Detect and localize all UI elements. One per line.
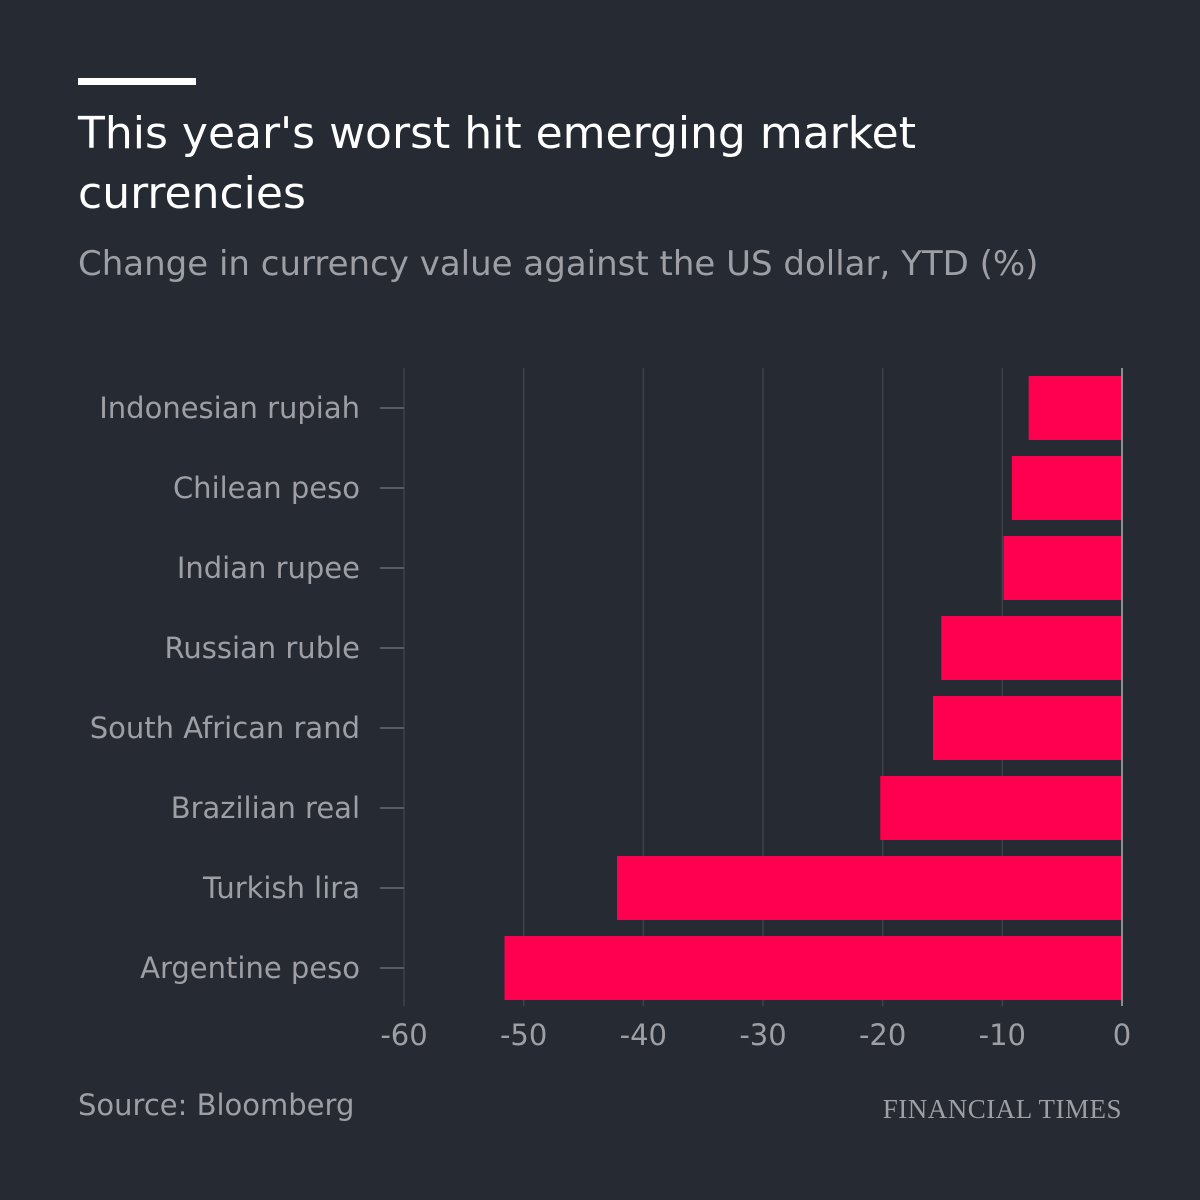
- x-tick-label: -60: [380, 1018, 427, 1052]
- bar-russian-ruble: [941, 616, 1122, 680]
- ft-logo: FINANCIAL TIMES: [882, 1094, 1122, 1124]
- bar-brazilian-real: [880, 776, 1122, 840]
- category-label: Indian rupee: [177, 551, 360, 585]
- category-label: South African rand: [90, 711, 360, 745]
- bar-indonesian-rupiah: [1028, 376, 1122, 440]
- category-label: Chilean peso: [173, 471, 360, 505]
- x-tick-label: -40: [620, 1018, 667, 1052]
- chart-subtitle: Change in currency value against the US …: [78, 244, 1039, 284]
- bar-turkish-lira: [617, 856, 1122, 920]
- x-tick-label: -10: [979, 1018, 1026, 1052]
- category-label: Turkish lira: [202, 871, 360, 905]
- x-tick-label: 0: [1113, 1018, 1131, 1052]
- category-label: Russian ruble: [165, 631, 360, 665]
- x-tick-label: -50: [500, 1018, 547, 1052]
- bar-argentine-peso: [504, 936, 1122, 1000]
- category-label: Argentine peso: [140, 951, 360, 985]
- bar-indian-rupee: [1003, 536, 1122, 600]
- x-tick-label: -20: [859, 1018, 906, 1052]
- source-note: Source: Bloomberg: [78, 1088, 355, 1122]
- x-tick-label: -30: [739, 1018, 786, 1052]
- chart-title: This year's worst hit emerging market cu…: [78, 108, 916, 219]
- bar-south-african-rand: [932, 696, 1122, 760]
- header-rule: [78, 78, 196, 85]
- category-label: Indonesian rupiah: [99, 391, 360, 425]
- category-label: Brazilian real: [171, 791, 360, 825]
- bar-chilean-peso: [1011, 456, 1122, 520]
